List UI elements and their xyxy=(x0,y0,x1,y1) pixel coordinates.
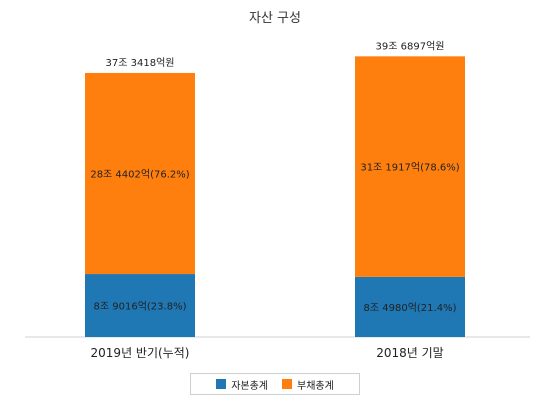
data-label-equity-1: 8조 4980억(21.4%) xyxy=(364,302,457,314)
legend-label-liabilities: 부채총계 xyxy=(297,380,334,392)
bar-liabilities-0 xyxy=(85,72,195,275)
bar-equity-0 xyxy=(85,274,195,337)
legend-swatch-liabilities xyxy=(282,379,292,389)
bar-equity-1 xyxy=(355,276,465,337)
category-label-0: 2019년 반기(누적) xyxy=(91,346,190,360)
data-label-liabilities-1: 31조 1917억(78.6%) xyxy=(360,162,459,174)
legend-item-liabilities: 부채총계 xyxy=(282,377,334,392)
data-label-liabilities-0: 28조 4402억(76.2%) xyxy=(90,168,189,180)
legend-label-equity: 자본총계 xyxy=(231,380,268,392)
category-label-1: 2018년 기말 xyxy=(376,346,443,360)
legend-item-equity: 자본총계 xyxy=(216,377,268,392)
legend: 자본총계 부채총계 xyxy=(190,373,360,395)
total-label-1: 39조 6897억원 xyxy=(376,40,445,52)
bar-liabilities-1 xyxy=(355,56,465,277)
total-label-0: 37조 3418억원 xyxy=(106,57,175,69)
legend-swatch-equity xyxy=(216,379,227,389)
data-label-equity-0: 8조 9016억(23.8%) xyxy=(94,301,187,313)
chart-title: 자산 구성 xyxy=(249,11,301,26)
